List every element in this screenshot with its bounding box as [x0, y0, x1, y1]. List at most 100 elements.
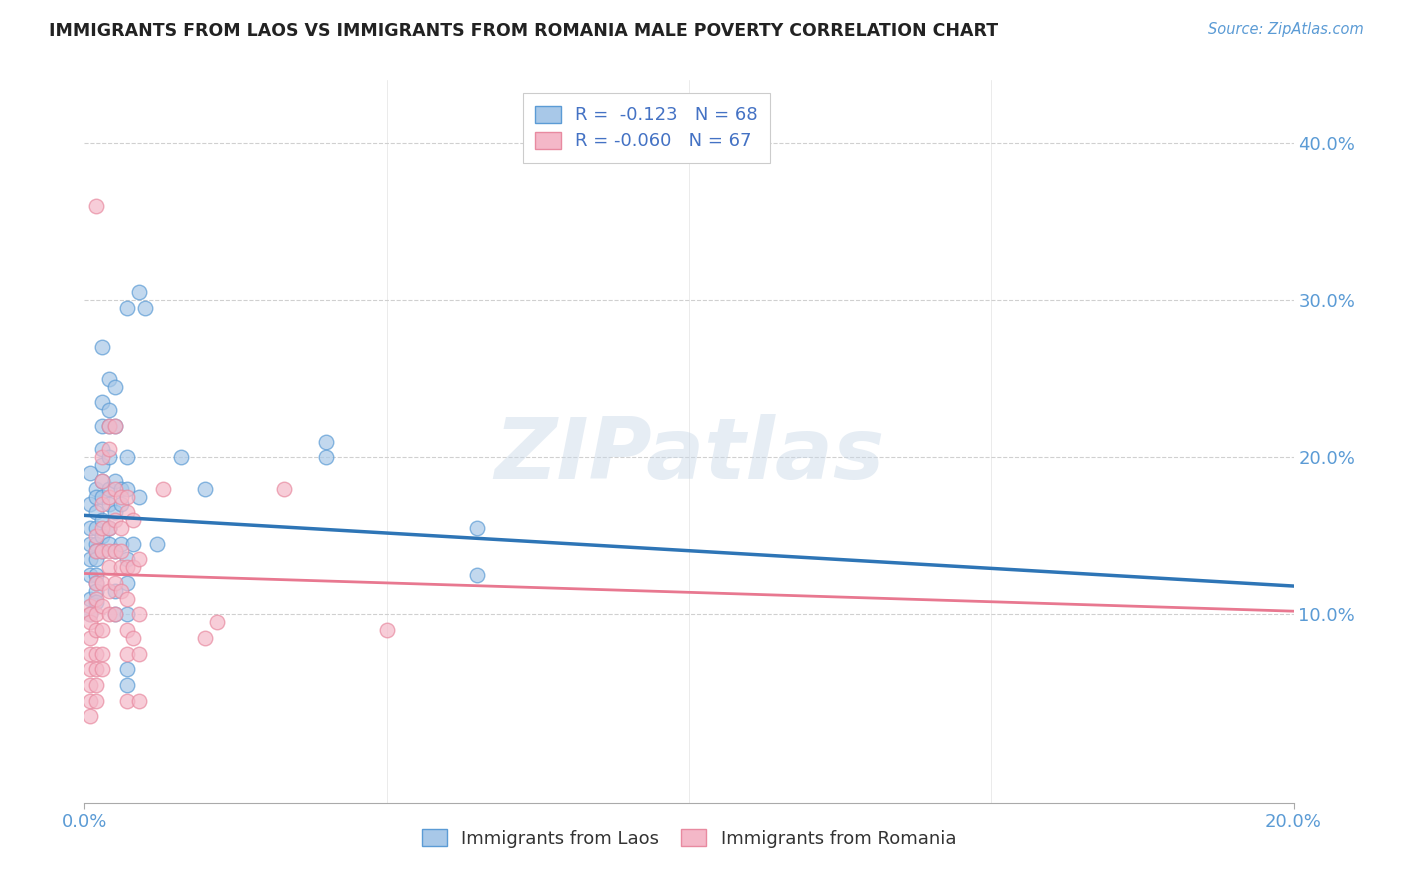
Point: [115, 505, 138, 519]
Point: [91, 442, 114, 457]
Point: [115, 450, 138, 465]
Point: [97, 583, 120, 598]
Point: [79, 615, 101, 630]
Point: [121, 560, 143, 574]
Point: [86, 575, 108, 590]
Point: [86, 678, 108, 692]
Legend: Immigrants from Laos, Immigrants from Romania: Immigrants from Laos, Immigrants from Ro…: [415, 822, 963, 855]
Point: [104, 544, 127, 558]
Point: [86, 529, 108, 543]
Point: [110, 536, 132, 550]
Point: [207, 615, 229, 630]
Point: [91, 458, 114, 472]
Point: [79, 709, 101, 723]
Point: [110, 521, 132, 535]
Point: [86, 544, 108, 558]
Point: [91, 474, 114, 488]
Point: [170, 450, 193, 465]
Point: [86, 591, 108, 606]
Point: [104, 379, 127, 393]
Point: [104, 607, 127, 622]
Point: [97, 442, 120, 457]
Point: [315, 434, 337, 449]
Point: [128, 694, 150, 708]
Point: [121, 631, 143, 645]
Point: [86, 199, 108, 213]
Point: [79, 521, 101, 535]
Point: [121, 536, 143, 550]
Point: [91, 544, 114, 558]
Point: [104, 482, 127, 496]
Point: [97, 418, 120, 433]
Point: [97, 544, 120, 558]
Point: [91, 544, 114, 558]
Point: [91, 450, 114, 465]
Point: [467, 568, 489, 582]
Point: [79, 536, 101, 550]
Point: [104, 418, 127, 433]
Point: [86, 521, 108, 535]
Text: IMMIGRANTS FROM LAOS VS IMMIGRANTS FROM ROMANIA MALE POVERTY CORRELATION CHART: IMMIGRANTS FROM LAOS VS IMMIGRANTS FROM …: [49, 22, 998, 40]
Point: [115, 575, 138, 590]
Point: [91, 647, 114, 661]
Point: [115, 552, 138, 566]
Point: [91, 529, 114, 543]
Point: [79, 599, 101, 614]
Point: [104, 474, 127, 488]
Point: [86, 575, 108, 590]
Point: [97, 403, 120, 417]
Point: [91, 474, 114, 488]
Point: [79, 497, 101, 511]
Point: [91, 395, 114, 409]
Point: [97, 482, 120, 496]
Point: [79, 647, 101, 661]
Point: [79, 631, 101, 645]
Point: [86, 490, 108, 504]
Point: [79, 694, 101, 708]
Point: [91, 497, 114, 511]
Point: [273, 482, 295, 496]
Point: [97, 490, 120, 504]
Point: [134, 301, 156, 315]
Point: [375, 623, 398, 637]
Point: [110, 560, 132, 574]
Point: [194, 482, 217, 496]
Point: [97, 536, 120, 550]
Point: [104, 607, 127, 622]
Point: [104, 583, 127, 598]
Text: ZIPatlas: ZIPatlas: [494, 415, 884, 498]
Point: [91, 521, 114, 535]
Point: [110, 497, 132, 511]
Point: [91, 623, 114, 637]
Point: [97, 372, 120, 386]
Point: [79, 466, 101, 480]
Point: [97, 418, 120, 433]
Point: [128, 647, 150, 661]
Point: [97, 450, 120, 465]
Point: [110, 490, 132, 504]
Point: [86, 544, 108, 558]
Point: [91, 662, 114, 676]
Point: [97, 607, 120, 622]
Point: [86, 694, 108, 708]
Point: [152, 482, 174, 496]
Point: [86, 482, 108, 496]
Point: [91, 490, 114, 504]
Point: [91, 599, 114, 614]
Point: [86, 647, 108, 661]
Point: [128, 552, 150, 566]
Point: [115, 623, 138, 637]
Point: [97, 560, 120, 574]
Point: [86, 568, 108, 582]
Point: [146, 536, 169, 550]
Point: [115, 482, 138, 496]
Point: [79, 591, 101, 606]
Point: [121, 513, 143, 527]
Point: [104, 575, 127, 590]
Point: [79, 662, 101, 676]
Point: [91, 513, 114, 527]
Point: [79, 607, 101, 622]
Point: [110, 544, 132, 558]
Point: [110, 482, 132, 496]
Point: [115, 490, 138, 504]
